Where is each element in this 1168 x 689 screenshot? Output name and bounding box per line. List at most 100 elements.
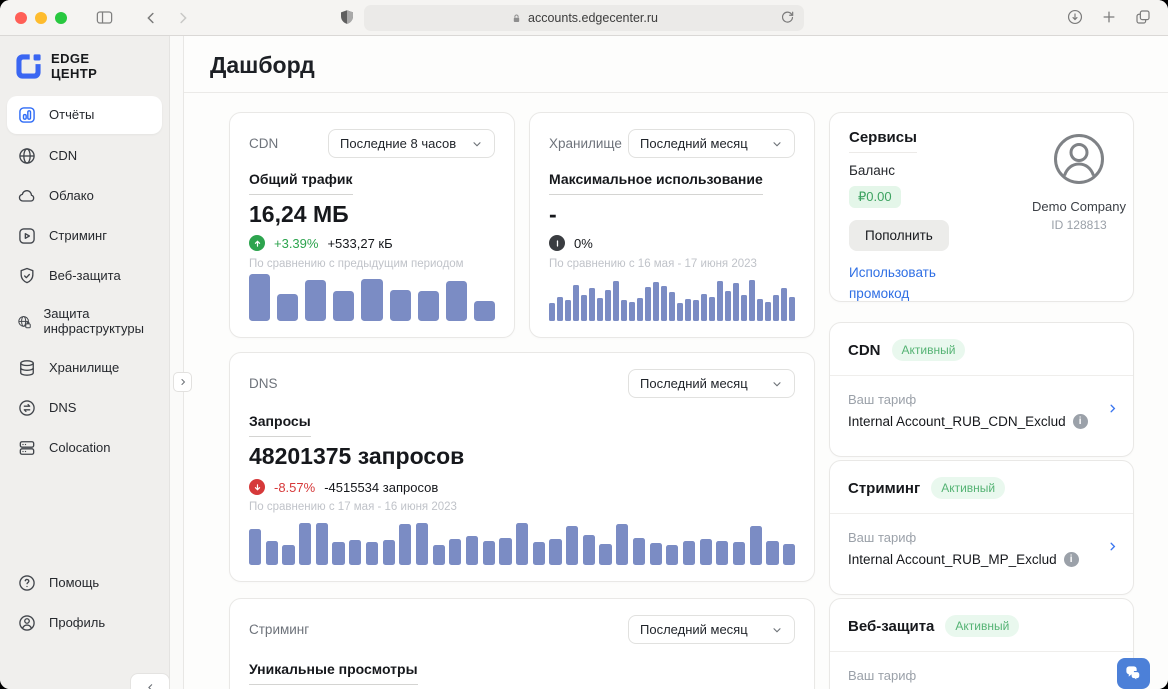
- minimize-window-button[interactable]: [35, 11, 47, 24]
- storage-usage-chart: [549, 274, 795, 321]
- reports-icon: [19, 107, 35, 123]
- forward-button[interactable]: [174, 9, 192, 27]
- storage-stats-card: Хранилище Последний месяц Максимальное и…: [529, 112, 815, 338]
- chart-bar: [445, 281, 467, 321]
- trend-neutral-icon: [549, 235, 565, 251]
- comparison-note: По сравнению с предыдущим периодом: [249, 258, 464, 270]
- traffic-lights: [0, 11, 67, 24]
- sidebar-item-label: DNS: [49, 399, 77, 415]
- card-title: Стриминг: [249, 622, 310, 637]
- chart-bar: [449, 538, 462, 565]
- chart-bar: [282, 544, 295, 565]
- sidebar-item-infrastructure-protection[interactable]: Защита инфраструктуры: [7, 296, 162, 348]
- sidebar-item-label: Помощь: [49, 574, 100, 590]
- chevron-left-icon: [147, 683, 152, 689]
- sidebar-item-reports[interactable]: Отчёты: [7, 96, 162, 134]
- sidebar-item-label: Облако: [49, 187, 94, 203]
- chart-bar: [597, 297, 603, 321]
- sidebar-expand-handle[interactable]: [173, 372, 192, 392]
- downloads-icon[interactable]: [1066, 8, 1084, 26]
- sidebar-item-label: Профиль: [49, 614, 106, 630]
- cdn-tariff-card: CDN Активный Ваш тариф Internal Account_…: [829, 322, 1134, 457]
- plan-label: Ваш тариф: [848, 392, 917, 407]
- plan-name: Internal Account_RUB_MP_Exclud: [848, 552, 1057, 567]
- topup-button[interactable]: Пополнить: [849, 220, 949, 251]
- sidebar-item-help[interactable]: Помощь: [7, 563, 162, 603]
- chart-bar: [581, 294, 587, 321]
- tab-overview-icon[interactable]: [1134, 8, 1152, 26]
- chart-bar: [741, 294, 747, 321]
- tariff-title: Веб-защита: [848, 617, 935, 635]
- metric-label: Максимальное использование: [549, 171, 763, 195]
- sidebar-item-web-protection[interactable]: Веб-защита: [7, 256, 162, 296]
- chart-bar: [549, 538, 562, 565]
- metric-label: Уникальные просмотры: [249, 661, 418, 685]
- cdn-traffic-chart: [249, 274, 495, 321]
- sidebar-item-colocation[interactable]: Colocation: [7, 428, 162, 468]
- tariff-details-chevron[interactable]: [1106, 538, 1119, 558]
- chart-bar: [632, 537, 645, 565]
- tariff-details-chevron[interactable]: [1106, 400, 1119, 420]
- chart-bar: [582, 534, 595, 565]
- reload-icon[interactable]: [779, 9, 796, 26]
- edgecenter-logo-icon: [16, 54, 41, 79]
- play-icon: [19, 228, 35, 244]
- chart-bar: [516, 523, 529, 565]
- swap-circle-icon: [19, 400, 35, 416]
- sidebar-item-storage[interactable]: Хранилище: [7, 348, 162, 388]
- chart-bar: [783, 544, 796, 565]
- chart-bar: [699, 538, 712, 565]
- chart-bar: [677, 303, 683, 321]
- chart-bar: [766, 540, 779, 565]
- select-value: Последний месяц: [640, 136, 748, 151]
- chart-bar: [432, 544, 445, 565]
- chart-bar: [789, 296, 795, 321]
- sidebar-item-dns[interactable]: DNS: [7, 388, 162, 428]
- chart-bar: [382, 539, 395, 565]
- metric-value: 48201375 запросов: [249, 443, 465, 469]
- sidebar-item-cdn[interactable]: CDN: [7, 136, 162, 176]
- subpanel-strip: [170, 36, 184, 689]
- card-title: DNS: [249, 376, 278, 391]
- balance-badge: ₽0.00: [849, 186, 901, 208]
- sidebar-collapse-button[interactable]: [130, 673, 170, 689]
- chart-bar: [305, 279, 327, 321]
- sidebar-toggle-icon[interactable]: [95, 8, 114, 27]
- promo-code-link[interactable]: Использовать промокод: [849, 265, 936, 301]
- change-percent: 0%: [574, 235, 593, 251]
- sidebar-item-streaming[interactable]: Стриминг: [7, 216, 162, 256]
- sidebar-item-label: Защита инфраструктуры: [43, 306, 144, 336]
- back-button[interactable]: [142, 9, 160, 27]
- cdn-period-select[interactable]: Последние 8 часов: [328, 129, 495, 158]
- storage-period-select[interactable]: Последний месяц: [628, 129, 795, 158]
- sidebar-item-profile[interactable]: Профиль: [7, 603, 162, 643]
- new-tab-icon[interactable]: [1100, 8, 1118, 26]
- maximize-window-button[interactable]: [55, 11, 67, 24]
- company-name: Demo Company: [1032, 199, 1126, 214]
- privacy-shield-icon[interactable]: [338, 8, 356, 26]
- address-bar[interactable]: accounts.edgecenter.ru: [364, 5, 804, 31]
- chart-bar: [299, 523, 312, 565]
- chart-bar: [765, 302, 771, 321]
- info-icon[interactable]: i: [1063, 552, 1079, 567]
- profile-icon: [19, 615, 35, 631]
- chart-bar: [685, 299, 691, 321]
- chart-bar: [249, 274, 271, 321]
- chart-bar: [749, 279, 755, 321]
- chart-bar: [716, 540, 729, 565]
- chevron-down-icon: [773, 627, 781, 633]
- globe-lock-icon: [18, 316, 31, 329]
- close-window-button[interactable]: [15, 11, 27, 24]
- chevron-right-icon: [180, 379, 185, 385]
- chat-support-button[interactable]: [1117, 658, 1150, 689]
- sidebar-item-cloud[interactable]: Облако: [7, 176, 162, 216]
- header-divider: [184, 92, 1168, 93]
- metric-value: 16,24 МБ: [249, 201, 349, 227]
- chart-bar: [349, 539, 362, 565]
- trend-up-icon: [249, 235, 265, 251]
- dns-period-select[interactable]: Последний месяц: [628, 369, 795, 398]
- streaming-period-select[interactable]: Последний месяц: [628, 615, 795, 644]
- info-icon[interactable]: i: [1072, 414, 1088, 429]
- plan-name: Internal Account_RUB_CDN_Exclud: [848, 414, 1066, 429]
- services-title: Сервисы: [849, 129, 917, 153]
